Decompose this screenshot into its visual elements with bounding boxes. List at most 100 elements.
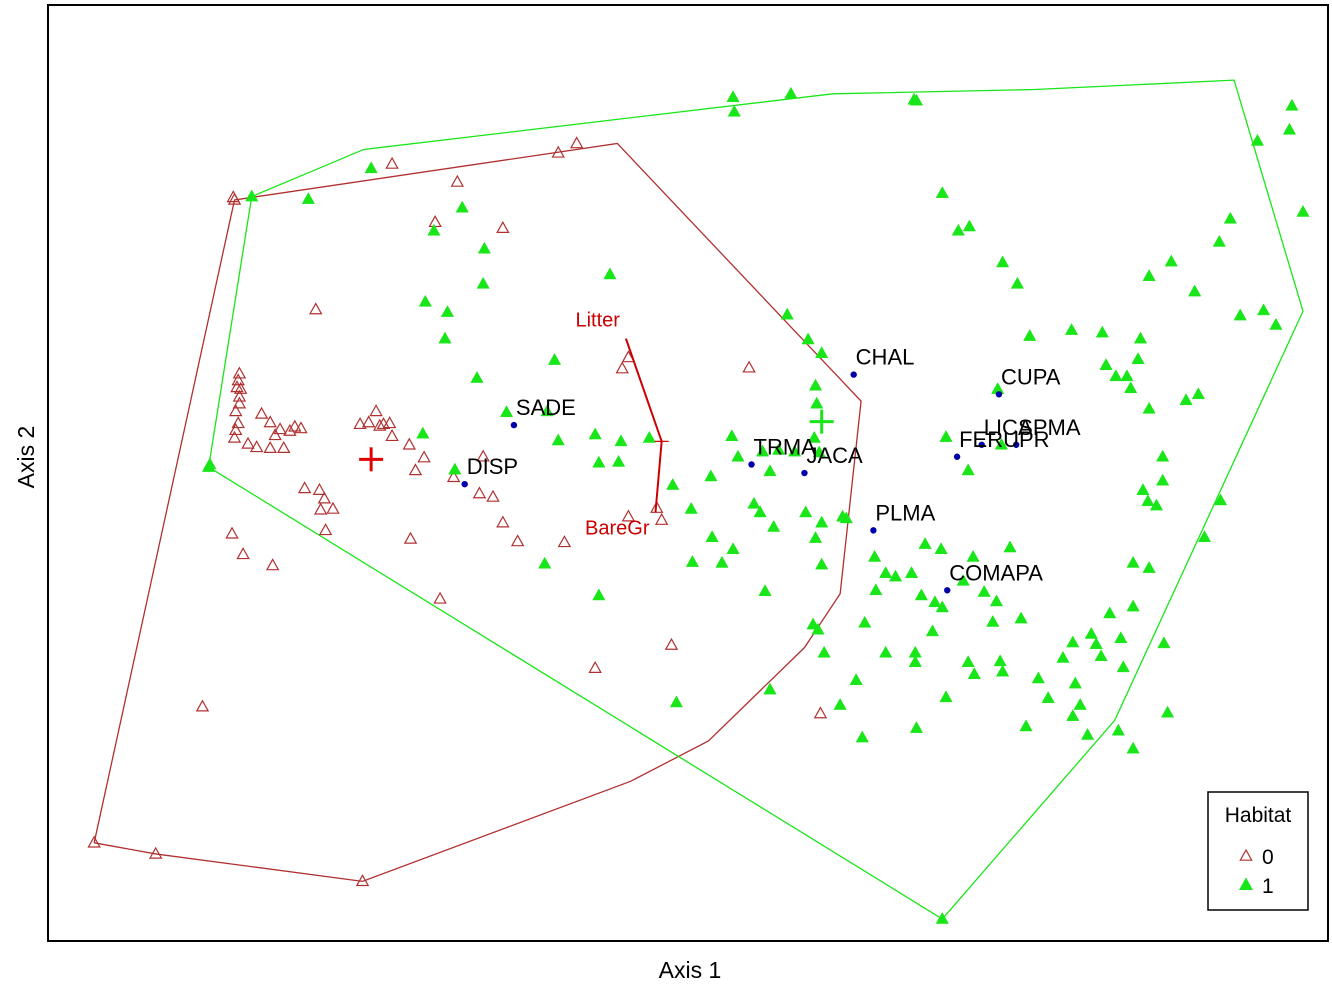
point-habitat-1 [1142,561,1156,573]
point-habitat-1 [666,477,680,490]
point-habitat-0 [496,515,510,528]
point-habitat-1 [470,370,484,383]
point-habitat-0 [408,463,423,476]
point-habitat-1 [907,92,921,105]
legend-box [1207,791,1309,911]
point-habitat-0 [195,699,210,712]
point-habitat-0 [369,404,383,417]
point-habitat-1 [780,307,794,320]
hull-0 [93,142,862,883]
point-habitat-1 [727,104,741,117]
point-habitat-1 [1124,381,1138,394]
point-habitat-1 [1126,741,1140,754]
species-label-spma: SPMA [1018,415,1081,440]
species-point-cupa [995,391,1003,398]
point-habitat-0 [615,361,629,374]
point-habitat-1 [908,655,922,667]
point-habitat-1 [966,549,980,562]
point-habitat-1 [962,219,977,232]
point-habitat-1 [815,515,829,528]
point-habitat-1 [538,556,552,569]
point-habitat-1 [1285,98,1299,111]
species-point-ferupr [953,453,961,460]
point-habitat-0 [402,437,417,450]
point-habitat-0 [557,535,572,548]
point-habitat-1 [588,427,602,440]
point-habitat-1 [1133,331,1148,344]
centroid-habitat-1 [809,409,834,434]
point-habitat-0 [476,449,490,462]
point-habitat-0 [318,523,333,536]
point-habitat-1 [996,664,1010,677]
point-habitat-1 [994,437,1009,450]
point-habitat-0 [621,509,636,522]
point-habitat-1 [1296,204,1310,217]
point-habitat-1 [1126,599,1140,612]
point-habitat-1 [928,595,942,608]
point-habitat-1 [427,223,441,236]
point-habitat-0 [496,220,510,234]
point-habitat-1 [245,189,259,202]
point-habitat-0 [433,591,447,604]
point-habitat-1 [849,673,863,685]
point-habitat-1 [747,496,761,509]
point-habitat-1 [1064,323,1079,335]
point-habitat-0 [450,174,465,187]
point-habitat-1 [592,455,606,468]
species-point-chal [850,371,857,378]
point-habitat-1 [592,588,606,601]
point-habitat-0 [588,660,602,673]
point-habitat-1 [904,566,919,578]
point-habitat-1 [731,449,745,462]
point-habitat-1 [684,501,698,514]
point-habitat-1 [438,331,452,344]
point-habitat-1 [939,690,953,703]
point-habitat-1 [726,542,740,555]
point-habitat-0 [355,874,370,887]
point-habitat-1 [1136,483,1150,495]
point-habitat-1 [476,276,490,289]
point-habitat-1 [1191,387,1205,400]
point-habitat-0 [353,417,367,430]
point-habitat-0 [551,145,565,158]
point-habitat-1 [808,531,823,543]
point-habitat-0 [230,380,244,393]
point-habitat-1 [614,434,628,447]
point-habitat-0 [654,512,669,525]
point-habitat-1 [715,555,729,568]
point-habitat-1 [603,267,617,280]
legend: Habitat 0 1 [1207,791,1309,911]
point-habitat-1 [868,549,882,562]
point-habitat-0 [510,534,525,547]
point-habitat-1 [1257,303,1271,316]
point-habitat-0 [385,428,399,442]
species-label-lica: LICA [984,415,1033,440]
point-habitat-1 [1233,308,1247,321]
species-point-trma [748,461,755,468]
species-label-sade: SADE [516,395,576,420]
point-habitat-0 [403,531,418,544]
species-label-chal: CHAL [856,345,915,370]
species-point-disp [461,480,468,488]
point-habitat-1 [1250,133,1265,146]
point-habitat-1 [1120,369,1134,382]
species-point-sade [510,421,518,429]
point-habitat-1 [1126,555,1140,568]
legend-label-0: 0 [1262,846,1274,869]
centroid-habitat-0 [359,447,384,472]
point-habitat-1 [1141,494,1155,507]
point-habitat-1 [669,695,684,708]
point-habitat-1 [815,346,829,358]
point-habitat-1 [1023,329,1037,341]
point-habitat-1 [935,600,949,613]
species-point-comapa [944,587,951,594]
point-habitat-0 [297,481,312,494]
point-habitat-0 [813,706,828,719]
point-habitat-1 [763,682,777,695]
point-habitat-1 [888,569,903,582]
point-habitat-1 [755,444,770,457]
point-habitat-1 [725,429,739,442]
point-habitat-0 [265,558,280,571]
point-habitat-0 [312,482,327,495]
